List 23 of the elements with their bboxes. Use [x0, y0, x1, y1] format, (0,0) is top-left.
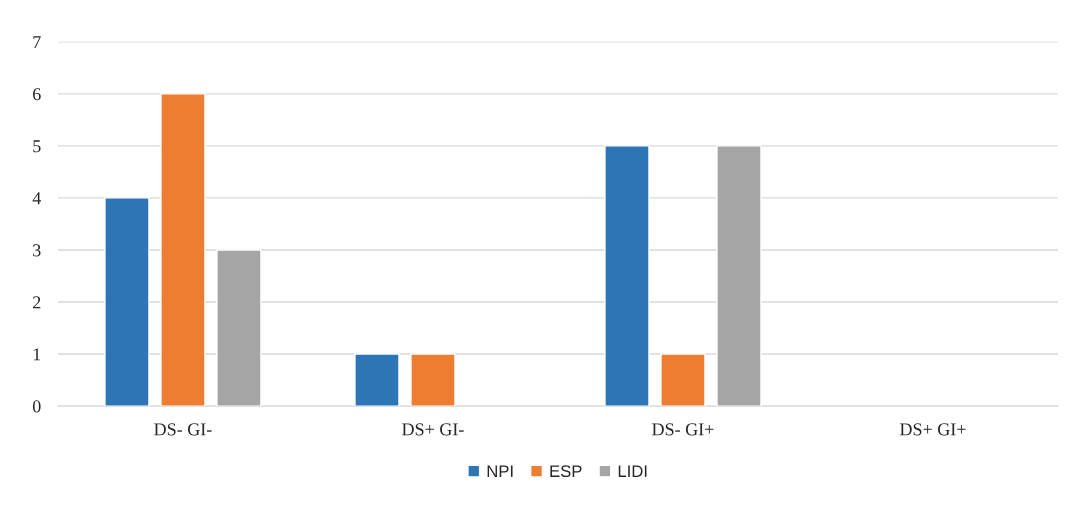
bar — [660, 353, 706, 407]
x-tick-label: DS+ GI+ — [899, 423, 966, 436]
legend-label: LIDI — [618, 465, 647, 477]
bar — [216, 249, 262, 407]
bar — [410, 353, 456, 407]
bar — [604, 145, 650, 407]
x-tick-label: DS+ GI- — [402, 423, 464, 436]
bar — [160, 93, 206, 407]
x-tick-label: DS- GI+ — [652, 423, 714, 436]
y-tick-label: 6 — [33, 88, 41, 101]
bar — [716, 145, 762, 407]
legend-label: ESP — [550, 465, 582, 478]
bar — [354, 353, 400, 407]
y-tick-label: 1 — [33, 348, 41, 361]
y-tick-label: 5 — [33, 140, 41, 153]
x-tick-label: DS- GI- — [154, 423, 212, 436]
y-tick-label: 4 — [32, 192, 41, 205]
y-tick-label: 7 — [33, 36, 41, 49]
y-tick-label: 2 — [33, 296, 41, 309]
legend-label: NPI — [487, 465, 513, 477]
y-tick-label: 0 — [32, 400, 41, 413]
y-tick-label: 3 — [33, 244, 41, 257]
bar — [104, 197, 150, 407]
